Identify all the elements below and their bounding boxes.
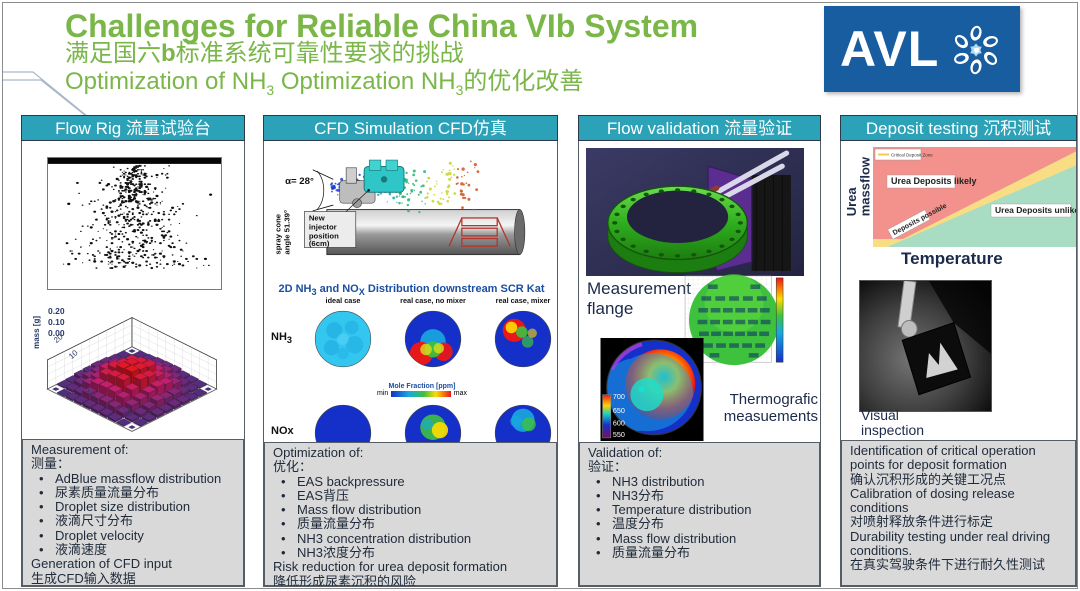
svg-text:α= 28°: α= 28°	[285, 176, 314, 187]
svg-text:Urea Deposits unlikely: Urea Deposits unlikely	[995, 205, 1077, 215]
svg-text:New: New	[309, 214, 325, 223]
svg-text:spray cone: spray cone	[274, 213, 283, 254]
svg-text:angle 51.39°: angle 51.39°	[283, 210, 292, 255]
svg-text:Urea Deposits likely: Urea Deposits likely	[891, 176, 977, 186]
svg-text:(6cm): (6cm)	[309, 239, 330, 248]
svg-text:600: 600	[613, 419, 625, 428]
svg-text:Critical Deposit Zone: Critical Deposit Zone	[891, 153, 933, 158]
svg-text:550: 550	[613, 430, 625, 439]
svg-text:650: 650	[613, 406, 625, 415]
svg-text:injector: injector	[309, 223, 337, 232]
svg-text:700: 700	[613, 392, 625, 401]
